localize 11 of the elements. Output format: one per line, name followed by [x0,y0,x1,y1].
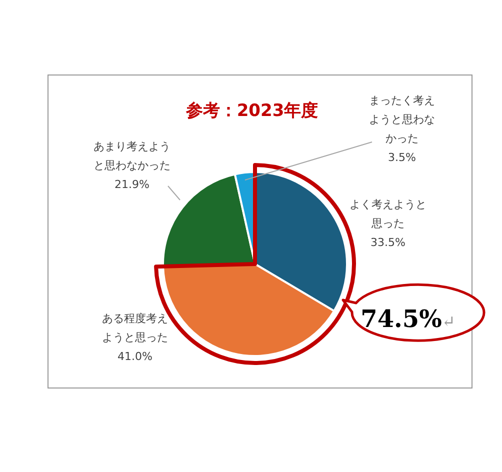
slice-label: よく考えようと思った [350,198,426,230]
slice-label: まったく考えようと思わなかった [369,94,435,145]
pie-slice [162,173,256,268]
slice-label: ある程度考えようと思った [102,312,168,344]
data-label: 33.5% [370,236,406,249]
slice-label: あまり考えようと思わなかった [94,140,170,172]
data-label: 21.9% [114,178,150,191]
chart-title: 参考：2023年度 [184,101,318,121]
text: 74.5%↵ [360,304,456,333]
data-label: 41.0% [118,350,152,363]
data-label: 3.5% [388,151,416,164]
